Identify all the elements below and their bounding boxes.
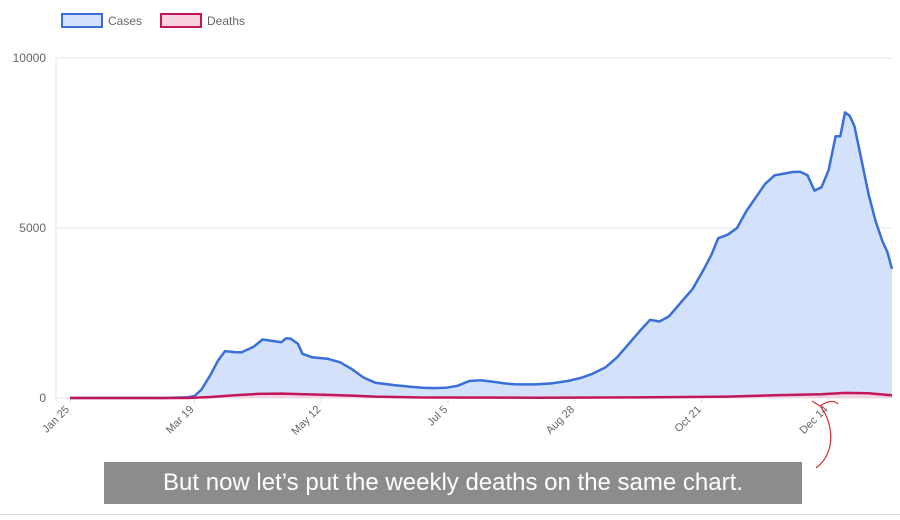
y-tick-label: 0 (39, 391, 46, 405)
legend-swatch-deaths[interactable] (160, 13, 202, 28)
y-tick-label: 10000 (13, 51, 47, 65)
x-tick-label: May 12 (289, 404, 323, 438)
series-area-cases (70, 112, 892, 399)
video-caption: But now let’s put the weekly deaths on t… (104, 462, 802, 504)
x-tick-label: Jan 25 (40, 404, 72, 436)
annotation-arrow (811, 400, 839, 469)
series-line-deaths (70, 391, 893, 400)
legend-label-cases[interactable]: Cases (108, 14, 142, 28)
legend-swatch-cases[interactable] (61, 13, 103, 28)
series-line-cases (70, 111, 894, 400)
x-tick-label: Mar 19 (164, 404, 197, 437)
x-tick-label: Jul 5 (425, 404, 450, 429)
x-tick-label: Oct 21 (672, 404, 703, 435)
bottom-divider (0, 514, 900, 515)
x-tick-label: Dec 14 (798, 404, 831, 437)
x-tick-label: Aug 28 (544, 404, 577, 437)
y-tick-label: 5000 (19, 221, 46, 235)
legend-label-deaths[interactable]: Deaths (207, 14, 245, 28)
